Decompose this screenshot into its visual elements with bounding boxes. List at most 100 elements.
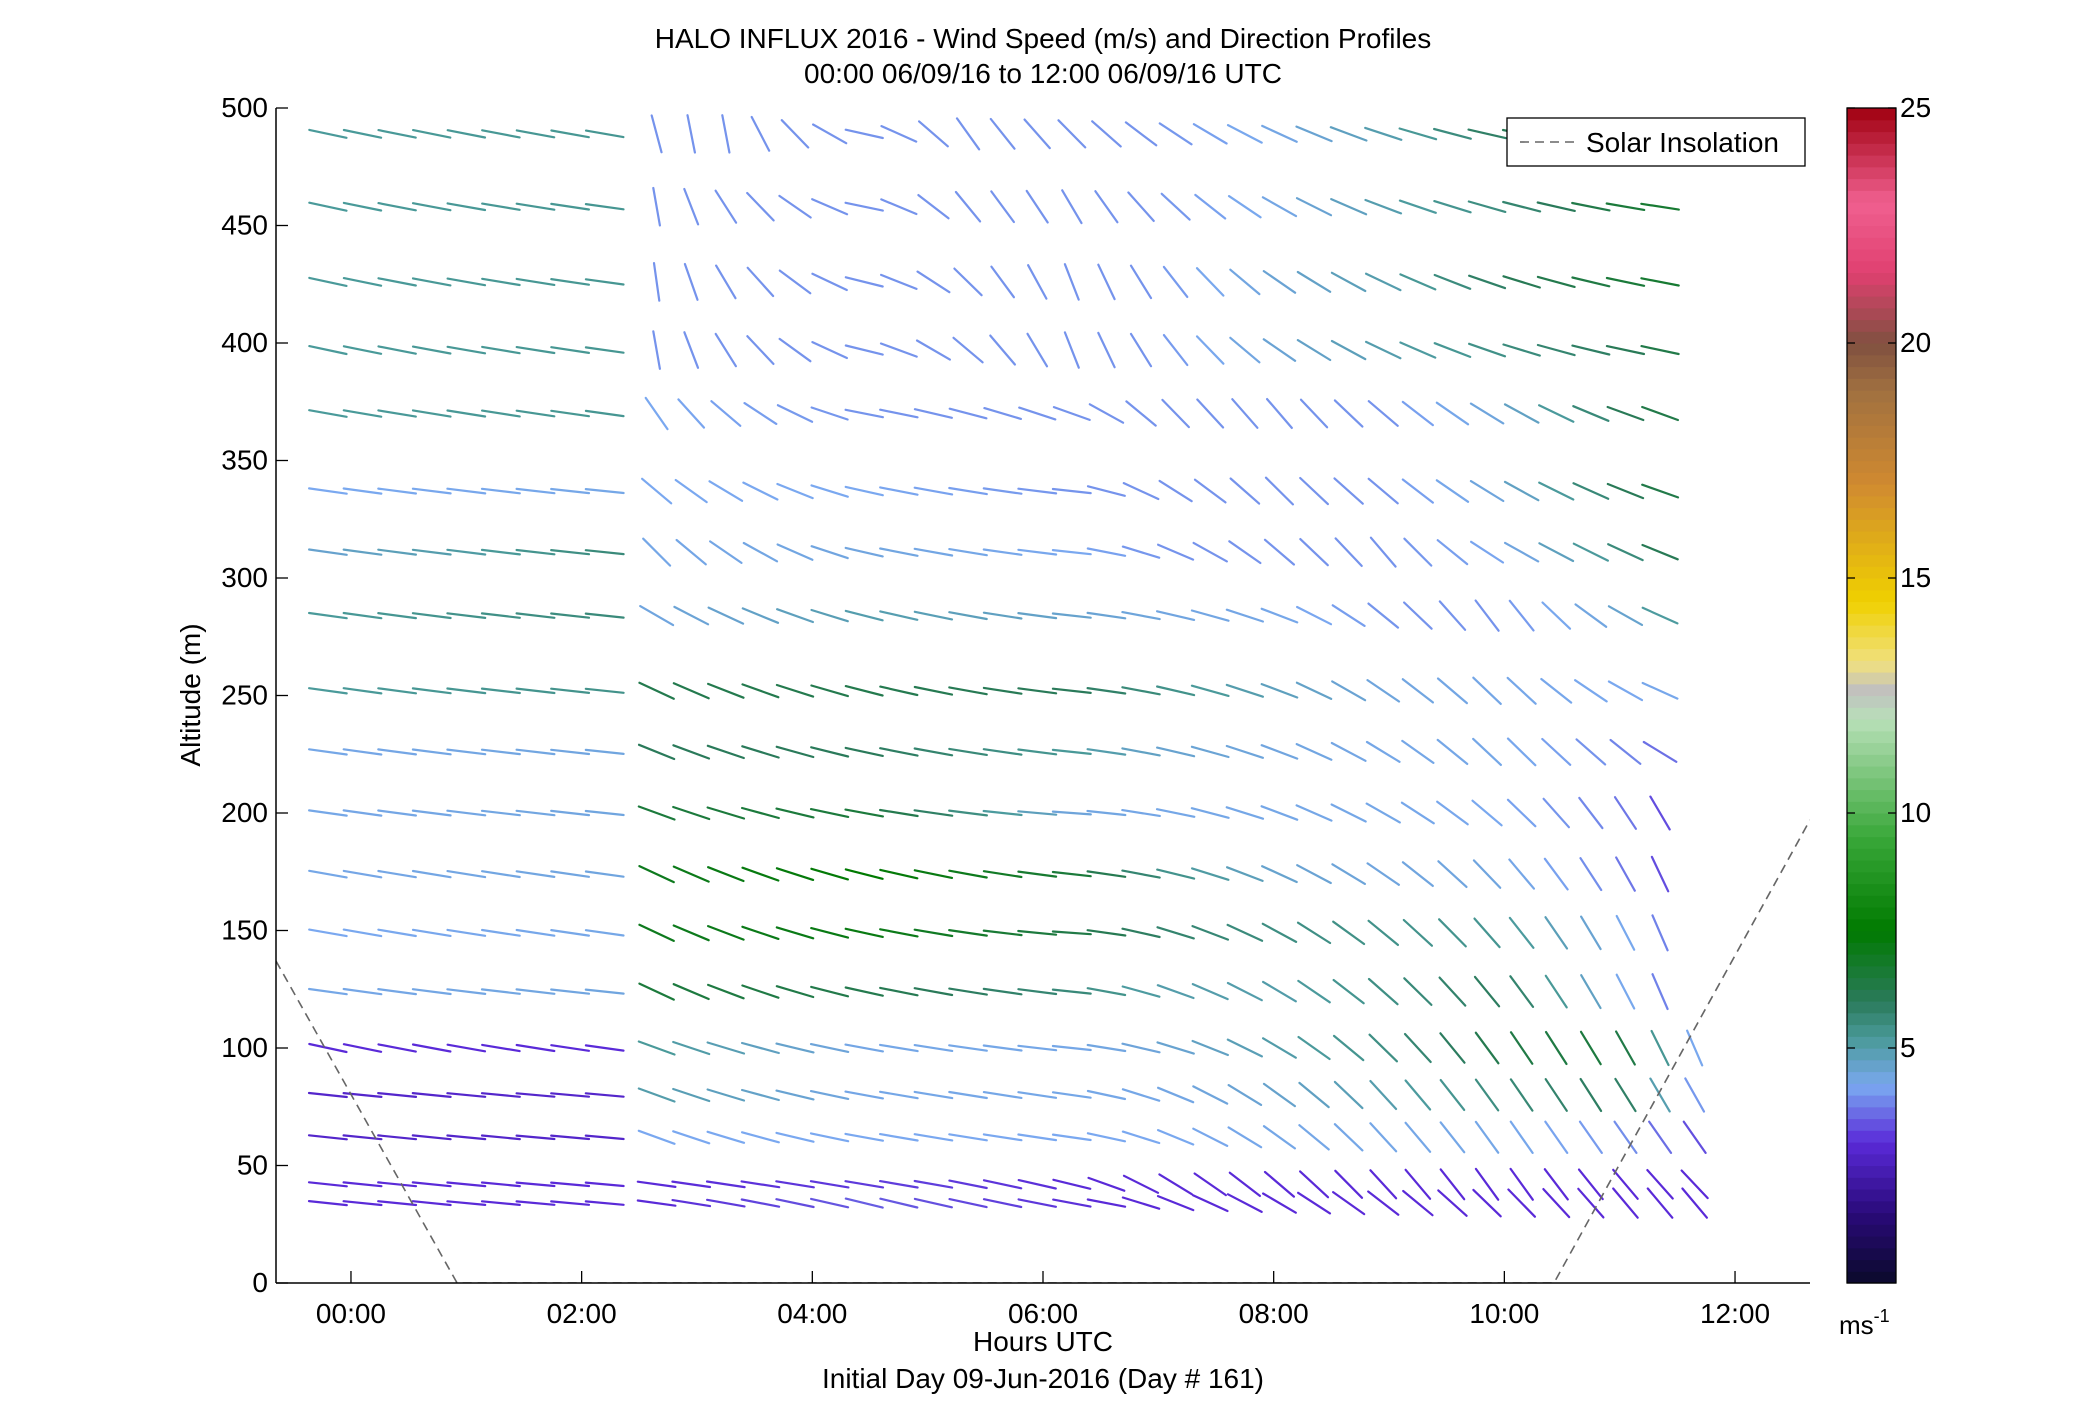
wind-barb [844, 276, 884, 288]
wind-barb [550, 409, 591, 418]
wind-barb [550, 748, 591, 756]
wind-barb [1578, 796, 1604, 830]
wind-barb [1437, 918, 1467, 948]
wind-barb [480, 1181, 521, 1188]
wind-barb [1439, 1032, 1466, 1064]
wind-barb [809, 1132, 850, 1143]
colorbar-segment [1847, 531, 1896, 544]
wind-barb [741, 984, 780, 999]
wind-barb [1436, 800, 1469, 826]
colorbar-segment [1847, 237, 1896, 250]
wind-barb [1051, 1091, 1092, 1099]
wind-barb [1578, 1120, 1603, 1155]
wind-barb [844, 684, 884, 697]
colorbar-segment [1847, 907, 1896, 920]
wind-barb [1365, 802, 1401, 824]
wind-barb [652, 186, 662, 227]
wind-barb [1400, 801, 1435, 825]
wind-barb [1684, 1077, 1706, 1113]
wind-barb [1226, 981, 1263, 1002]
colorbar-segment [1847, 860, 1896, 873]
wind-barb [1017, 487, 1058, 495]
wind-barb [307, 1199, 348, 1207]
wind-barb [481, 928, 521, 937]
wind-barb [1364, 272, 1402, 292]
wind-barb [844, 1132, 885, 1142]
colorbar-segment [1847, 143, 1896, 156]
wind-barb [1681, 1187, 1709, 1219]
wind-barb [637, 1040, 676, 1056]
wind-barb [1086, 686, 1127, 695]
wind-barb [1057, 119, 1087, 149]
wind-barb [844, 1090, 885, 1100]
wind-barb [1543, 857, 1569, 891]
colorbar-segment [1847, 777, 1896, 791]
wind-barb [1026, 264, 1048, 300]
wind-barb [1122, 1174, 1160, 1194]
wind-barb [1542, 797, 1571, 829]
wind-barb [948, 809, 989, 817]
wind-barb [741, 683, 780, 699]
wind-barb [1025, 189, 1049, 224]
wind-barb [637, 805, 676, 821]
wind-barb [638, 923, 675, 943]
colorbar-segment [1847, 1012, 1896, 1026]
wind-barb [879, 1197, 919, 1209]
wind-barb [1333, 399, 1364, 428]
wind-barb [481, 277, 521, 287]
colorbar-segment [1847, 636, 1896, 650]
wind-barb [1541, 601, 1572, 630]
wind-barb [1295, 804, 1333, 822]
wind-barb [481, 870, 521, 879]
wind-barb [1195, 335, 1225, 365]
wind-barb [1433, 200, 1472, 214]
wind-barb [1086, 1198, 1127, 1208]
colorbar-segment [1847, 977, 1896, 990]
wind-barb [714, 264, 737, 300]
wind-barb [778, 269, 812, 295]
wind-barb [515, 277, 556, 286]
colorbar-segment [1847, 1071, 1896, 1084]
wind-barb [1295, 605, 1333, 626]
wind-barb [948, 987, 988, 996]
wind-barb [913, 809, 954, 817]
wind-barb [982, 1133, 1023, 1142]
wind-barb [671, 1198, 712, 1208]
wind-barb [879, 547, 919, 557]
wind-barb [1226, 123, 1263, 144]
wind-barb [550, 1134, 591, 1141]
wind-barb [706, 866, 745, 883]
wind-barb [1506, 737, 1537, 767]
colorbar-segment [1847, 119, 1896, 133]
colorbar-tick-label: 10 [1900, 797, 1931, 828]
wind-barb [377, 1043, 417, 1053]
colorbar-segment [1847, 366, 1896, 379]
legend: Solar Insolation [1506, 117, 1806, 167]
wind-barb [1607, 605, 1644, 627]
wind-barb [1471, 799, 1503, 827]
colorbar-segment [1847, 813, 1896, 826]
colorbar-segment [1847, 1177, 1896, 1190]
colorbar-segment [1847, 1036, 1896, 1049]
wind-barb [1649, 1077, 1671, 1113]
wind-barb [1229, 268, 1261, 296]
wind-barb [775, 1198, 815, 1209]
wind-barb [1330, 803, 1367, 823]
wind-barb [446, 1200, 487, 1207]
wind-barb [515, 409, 556, 418]
wind-barb [775, 1089, 815, 1101]
colorbar-segment [1847, 1142, 1896, 1155]
wind-barb [377, 345, 417, 355]
colorbar-unit-label: ms-1 [1839, 1306, 1890, 1340]
wind-barb [1506, 676, 1537, 705]
wind-barb [308, 869, 348, 879]
wind-barb [809, 1042, 850, 1054]
y-tick-label: 100 [221, 1032, 268, 1063]
wind-barb [411, 869, 452, 879]
colorbar-segment [1847, 448, 1896, 462]
wind-barb [948, 686, 988, 696]
wind-barb [672, 805, 711, 821]
wind-barb [377, 129, 417, 139]
wind-barb [1298, 1170, 1330, 1199]
colorbar-segment [1847, 519, 1896, 532]
